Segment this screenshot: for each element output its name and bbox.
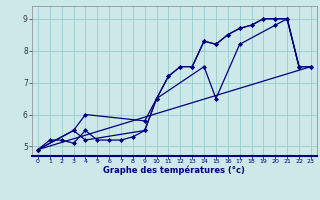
X-axis label: Graphe des températures (°c): Graphe des températures (°c): [103, 166, 245, 175]
